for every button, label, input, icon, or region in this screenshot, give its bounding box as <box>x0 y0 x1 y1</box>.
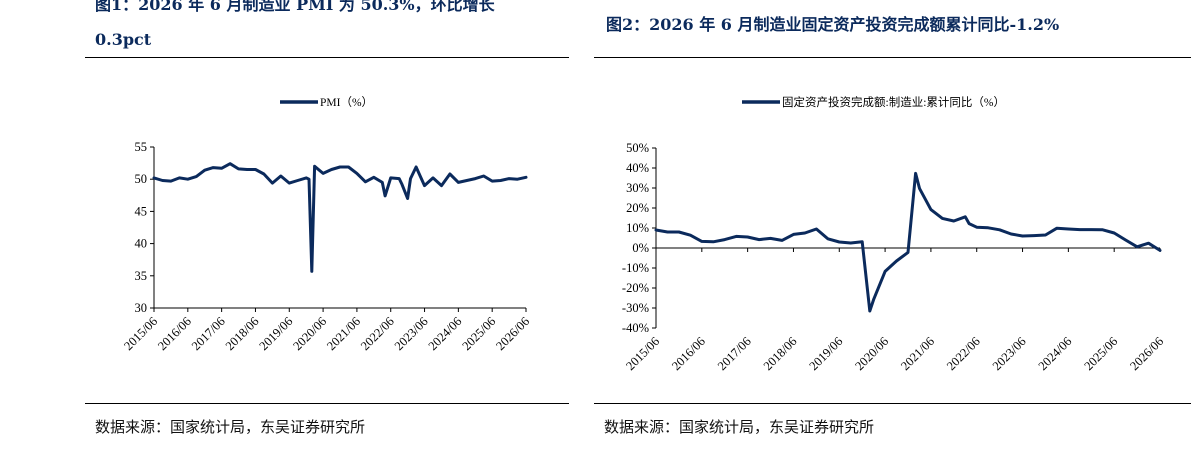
x-tick-label: 2021/06 <box>324 314 363 353</box>
y-tick-label: 35 <box>135 269 148 283</box>
y-tick-label: 40% <box>626 161 649 175</box>
legend-label: 固定资产投资完成额:制造业:累计同比（%） <box>782 95 1005 109</box>
legend: 固定资产投资完成额:制造业:累计同比（%） <box>742 95 1005 109</box>
x-tick-label: 2016/06 <box>669 334 708 373</box>
x-tick-label: 2020/06 <box>852 334 891 373</box>
y-tick-label: 50% <box>626 141 649 155</box>
figure-left-title-line2: 0.3pct <box>95 30 152 49</box>
x-tick-label: 2023/06 <box>392 314 431 353</box>
y-tick-label: 30 <box>135 301 148 315</box>
y-tick-label: 10% <box>626 221 649 235</box>
figure-left-top-rule <box>85 57 569 58</box>
x-tick-label: 2015/06 <box>623 334 662 373</box>
x-tick-label: 2015/06 <box>121 314 160 353</box>
x-tick-label: 2022/06 <box>358 314 397 353</box>
x-tick-label: 2024/06 <box>1036 334 1075 373</box>
figure-left-source: 数据来源：国家统计局，东吴证券研究所 <box>95 418 366 436</box>
y-tick-label: -20% <box>622 281 649 295</box>
x-tick-label: 2019/06 <box>257 314 296 353</box>
y-tick-label: -40% <box>622 321 649 335</box>
legend: PMI（%） <box>280 96 373 109</box>
x-tick-label: 2026/06 <box>1127 334 1166 373</box>
figure-left-title-line1: 图1：2026 年 6 月制造业 PMI 为 50.3%，环比增长 <box>95 0 495 14</box>
fai-chart: 固定资产投资完成额:制造业:累计同比（%） 50% 40% 30% 20% 10% 0% -1… <box>622 95 1166 373</box>
x-tick-label: 2019/06 <box>807 334 846 373</box>
series-line <box>654 171 1162 313</box>
y-tick-label: -10% <box>622 261 649 275</box>
x-tick-label: 2017/06 <box>189 314 228 353</box>
y-tick-label: 50 <box>135 172 148 186</box>
y-tick-label: -30% <box>622 301 649 315</box>
y-tick-label: 45 <box>135 204 148 218</box>
y-tick-label: 30% <box>626 181 649 195</box>
x-tick-label: 2023/06 <box>990 334 1029 373</box>
x-tick-label: 2025/06 <box>1081 334 1120 373</box>
x-tick-label: 2024/06 <box>426 314 465 353</box>
x-tick-label: 2018/06 <box>223 314 262 353</box>
x-tick-label: 2020/06 <box>290 314 329 353</box>
y-tick-label: 0% <box>632 241 649 255</box>
x-tick-label: 2025/06 <box>459 314 498 353</box>
pmi-chart: PMI（%）5550454035302015/062016/062017/062… <box>121 96 532 353</box>
figure-left: 图1：2026 年 6 月制造业 PMI 为 50.3%，环比增长 0.3pct… <box>85 0 569 449</box>
x-tick-label: 2017/06 <box>715 334 754 373</box>
figure-right-bottom-rule <box>594 403 1191 404</box>
y-tick-label: 55 <box>135 140 148 154</box>
x-tick-label: 2026/06 <box>493 314 532 353</box>
figure-right-source: 数据来源：国家统计局，东吴证券研究所 <box>604 418 875 436</box>
x-tick-label: 2021/06 <box>898 334 937 373</box>
x-tick-label: 2022/06 <box>944 334 983 373</box>
figure-right-top-rule <box>594 57 1191 58</box>
series-line <box>152 162 528 273</box>
figure-left-bottom-rule <box>85 403 569 404</box>
y-tick-label: 20% <box>626 201 649 215</box>
legend-label: PMI（%） <box>320 96 373 109</box>
x-tick-label: 2018/06 <box>761 334 800 373</box>
figure-right: 图2：2026 年 6 月制造业固定资产投资完成额累计同比-1.2% 固定资产投… <box>594 0 1191 449</box>
figure-right-title: 图2：2026 年 6 月制造业固定资产投资完成额累计同比-1.2% <box>606 15 1060 34</box>
y-tick-label: 40 <box>135 237 148 251</box>
x-tick-label: 2016/06 <box>155 314 194 353</box>
